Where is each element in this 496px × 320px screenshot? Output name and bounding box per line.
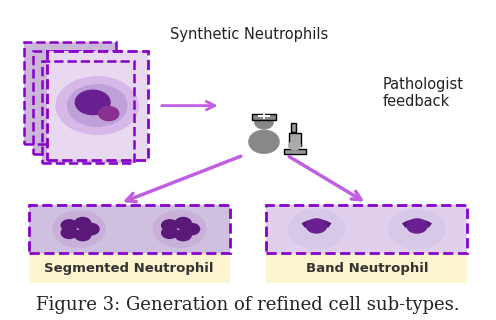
Circle shape [307, 219, 326, 233]
Text: Pathologist
feedback: Pathologist feedback [383, 77, 464, 109]
Circle shape [75, 218, 91, 229]
Circle shape [61, 220, 77, 231]
Circle shape [162, 227, 178, 238]
FancyBboxPatch shape [284, 149, 307, 155]
Circle shape [59, 92, 118, 132]
FancyBboxPatch shape [252, 115, 276, 120]
FancyBboxPatch shape [33, 51, 124, 154]
Circle shape [162, 220, 178, 231]
FancyBboxPatch shape [43, 61, 134, 163]
Text: Segmented Neutrophil: Segmented Neutrophil [45, 262, 214, 275]
Ellipse shape [249, 130, 279, 153]
Circle shape [83, 223, 99, 235]
Circle shape [407, 219, 427, 233]
FancyBboxPatch shape [24, 42, 116, 144]
FancyBboxPatch shape [291, 123, 296, 132]
Circle shape [184, 223, 199, 235]
Circle shape [72, 100, 105, 124]
FancyBboxPatch shape [29, 205, 230, 253]
Circle shape [50, 82, 108, 123]
Circle shape [75, 229, 91, 241]
Circle shape [153, 211, 206, 247]
Circle shape [389, 209, 445, 249]
Text: Band Neutrophil: Band Neutrophil [306, 262, 428, 275]
Text: Synthetic Neutrophils: Synthetic Neutrophils [170, 27, 328, 42]
Circle shape [62, 91, 95, 114]
FancyBboxPatch shape [47, 51, 147, 160]
FancyBboxPatch shape [289, 133, 301, 146]
Circle shape [254, 116, 274, 130]
Circle shape [175, 229, 191, 241]
Circle shape [99, 107, 119, 121]
FancyArrowPatch shape [126, 156, 241, 202]
Circle shape [67, 85, 127, 126]
FancyBboxPatch shape [266, 205, 467, 253]
FancyArrowPatch shape [162, 101, 215, 110]
Circle shape [288, 209, 345, 249]
Text: Figure 3: Generation of refined cell sub-types.: Figure 3: Generation of refined cell sub… [36, 296, 460, 314]
Circle shape [75, 90, 110, 115]
Circle shape [41, 72, 99, 113]
Circle shape [175, 218, 191, 229]
FancyArrowPatch shape [289, 156, 361, 200]
FancyBboxPatch shape [266, 253, 467, 283]
Circle shape [54, 81, 86, 104]
Circle shape [53, 211, 105, 247]
Circle shape [289, 141, 301, 150]
Circle shape [61, 227, 77, 238]
FancyBboxPatch shape [29, 253, 230, 283]
Circle shape [56, 77, 138, 134]
